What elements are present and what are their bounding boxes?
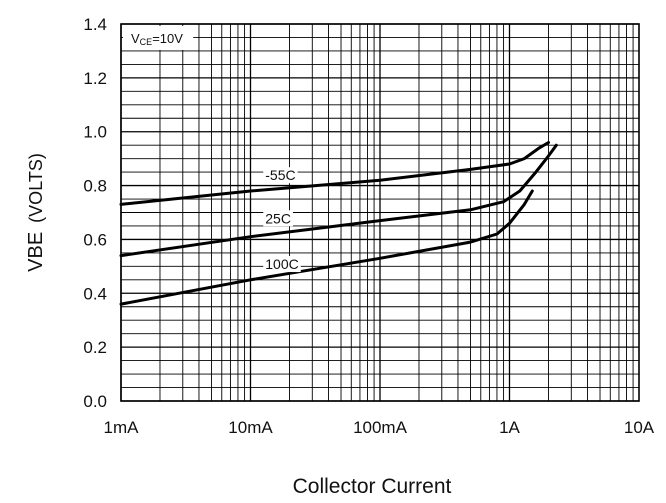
- vce-prefix: V: [131, 31, 140, 46]
- tick-labels: 0.0 0.2 0.4 0.6 0.8 1.0 1.2 1.4 1mA 10mA 100mA 1A 10…: [83, 15, 654, 437]
- x-tick-label: 1mA: [104, 418, 140, 437]
- x-tick-label: 10mA: [228, 418, 273, 437]
- y-tick-label: 0.6: [83, 230, 107, 249]
- curve-label-background: [263, 210, 293, 227]
- y-tick-label: 1.2: [83, 69, 107, 88]
- vce-subscript: CE: [140, 37, 153, 47]
- curve-label: 25C: [265, 210, 291, 226]
- vce-annotation: VCE=10V: [131, 31, 183, 47]
- curve-label-background: [263, 256, 301, 273]
- curve-label-background: [263, 167, 298, 184]
- y-tick-label: 1.4: [83, 15, 107, 34]
- y-tick-label: 0.0: [83, 392, 107, 411]
- x-tick-label: 1A: [499, 418, 520, 437]
- curve-label: -55C: [265, 167, 295, 183]
- annotation-background: [123, 26, 194, 50]
- curve-25c: [119, 143, 558, 258]
- curve-100c: [119, 189, 534, 306]
- y-axis-label-unit: (VOLTS): [26, 153, 46, 223]
- curve-labels: -55C 25C 100C: [263, 167, 301, 273]
- curves: [119, 141, 558, 306]
- curve-label: 100C: [265, 256, 298, 272]
- plot-frame: [120, 23, 640, 402]
- x-tick-label: 100mA: [353, 418, 408, 437]
- y-axis-label: VBE (VOLTS): [25, 153, 47, 272]
- x-tick-label: 10A: [624, 418, 655, 437]
- x-axis-label: Collector Current: [293, 475, 452, 498]
- y-tick-label: 0.8: [83, 177, 107, 196]
- y-axis-label-main: VBE: [25, 232, 47, 272]
- y-tick-label: 1.0: [83, 123, 107, 142]
- vce-suffix: =10V: [152, 31, 183, 46]
- y-tick-label: 0.2: [83, 338, 107, 357]
- curve-55c: [119, 141, 550, 206]
- y-tick-label: 0.4: [83, 284, 107, 303]
